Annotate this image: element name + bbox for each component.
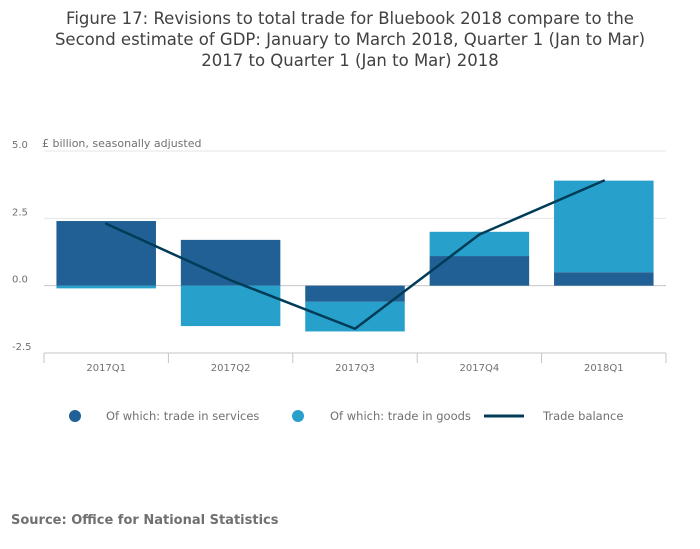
legend-item-services: Of which: trade in services — [106, 409, 259, 423]
legend-item-goods: Of which: trade in goods — [330, 409, 471, 423]
chart-title-line-3: 2017 to Quarter 1 (Jan to Mar) 2018 — [201, 51, 499, 70]
bar-trade-in-services — [56, 221, 156, 286]
x-axis: 2017Q1 2017Q2 2017Q3 2017Q4 2018Q1 — [43, 352, 667, 374]
bar-trade-in-goods — [56, 285, 156, 289]
bars — [56, 180, 654, 332]
source-note: Source: Office for National Statistics — [11, 513, 279, 528]
chart-plot: £ billion, seasonally adjusted 5.0 2.5 0.0… — [12, 137, 667, 423]
y-tick-label: 0.0 — [12, 275, 28, 286]
y-tick-label: 5.0 — [12, 140, 28, 151]
chart-title-line-2: Second estimate of GDP: January to March… — [54, 30, 646, 49]
trade-balance-line-group — [104, 179, 606, 331]
y-tick-label: -2.5 — [12, 342, 32, 353]
bar-trade-in-services — [305, 285, 405, 302]
x-tick-label: 2017Q2 — [211, 363, 251, 374]
legend-symbol — [292, 410, 304, 422]
y-axis-unit-label: £ billion, seasonally adjusted — [42, 137, 201, 150]
x-tick-label: 2017Q4 — [460, 363, 500, 374]
x-tick-label: 2018Q1 — [584, 363, 624, 374]
legend-item-trade-balance: Trade balance — [542, 409, 623, 423]
chart-title: Figure 17: Revisions to total trade for … — [20, 8, 680, 71]
bar-trade-in-services — [554, 272, 654, 286]
bar-trade-in-services — [180, 239, 281, 286]
legend-symbol — [69, 410, 81, 422]
x-tick-label: 2017Q3 — [335, 363, 375, 374]
x-tick-label: 2017Q1 — [86, 363, 126, 374]
legend: Of which: trade in services Of which: tra… — [69, 409, 623, 423]
bar-trade-in-goods — [305, 301, 405, 332]
bar-trade-in-goods — [180, 285, 281, 327]
y-tick-label: 2.5 — [12, 207, 28, 218]
chart-title-line-1: Figure 17: Revisions to total trade for … — [66, 9, 634, 28]
